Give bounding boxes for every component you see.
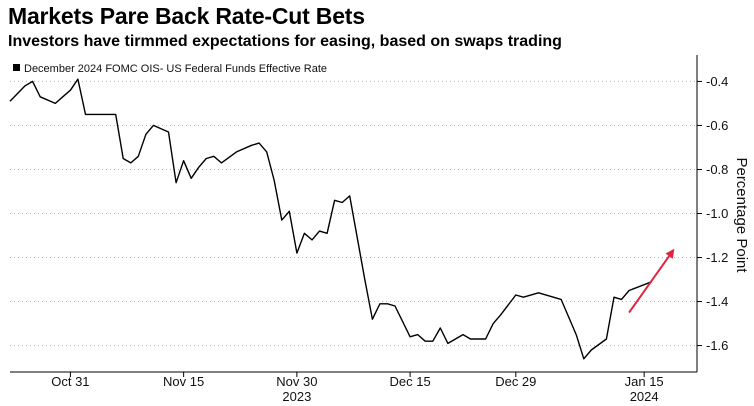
- series-line: [9, 78, 652, 360]
- y-tick-label: -1.0: [706, 206, 728, 221]
- x-tick-label: Jan 15: [625, 374, 664, 389]
- y-tick-label: -1.6: [706, 338, 728, 353]
- chart-subtitle: Investors have tirmmed expectations for …: [8, 33, 562, 50]
- x-tick-label: Dec 29: [495, 374, 536, 389]
- y-tick-label: -0.8: [706, 162, 728, 177]
- chart-title: Markets Pare Back Rate-Cut Bets: [8, 3, 365, 29]
- annotation-layer: [628, 248, 675, 314]
- grid-lines: [10, 80, 697, 347]
- y-tick-label: -1.2: [706, 250, 728, 265]
- legend-label: December 2024 FOMC OIS- US Federal Funds…: [24, 63, 327, 75]
- series-layer: [9, 78, 652, 360]
- y-tick-label: -0.4: [706, 74, 728, 89]
- annotation-arrow-shaft: [628, 255, 670, 314]
- y-tick-label: -0.6: [706, 118, 728, 133]
- legend: December 2024 FOMC OIS- US Federal Funds…: [8, 59, 335, 77]
- annotation-arrow-head: [665, 248, 675, 259]
- x-tick-label: Nov 15: [163, 374, 204, 389]
- x-tick-label: Dec 15: [390, 374, 431, 389]
- y-tick-label: -1.4: [706, 294, 728, 309]
- y-axis-label: Percentage Point: [733, 157, 750, 273]
- legend-box: [8, 59, 335, 77]
- x-year-label: 2023: [282, 389, 311, 404]
- x-tick-label: Oct 31: [51, 374, 89, 389]
- x-year-label: 2024: [630, 389, 659, 404]
- legend-swatch: [13, 64, 20, 71]
- x-tick-label: Nov 30: [276, 374, 317, 389]
- axes: -0.4 -0.6 -0.8 -1.0 -1.2 -1.4 -1.6 Oct 31 Nov 15…: [10, 55, 728, 404]
